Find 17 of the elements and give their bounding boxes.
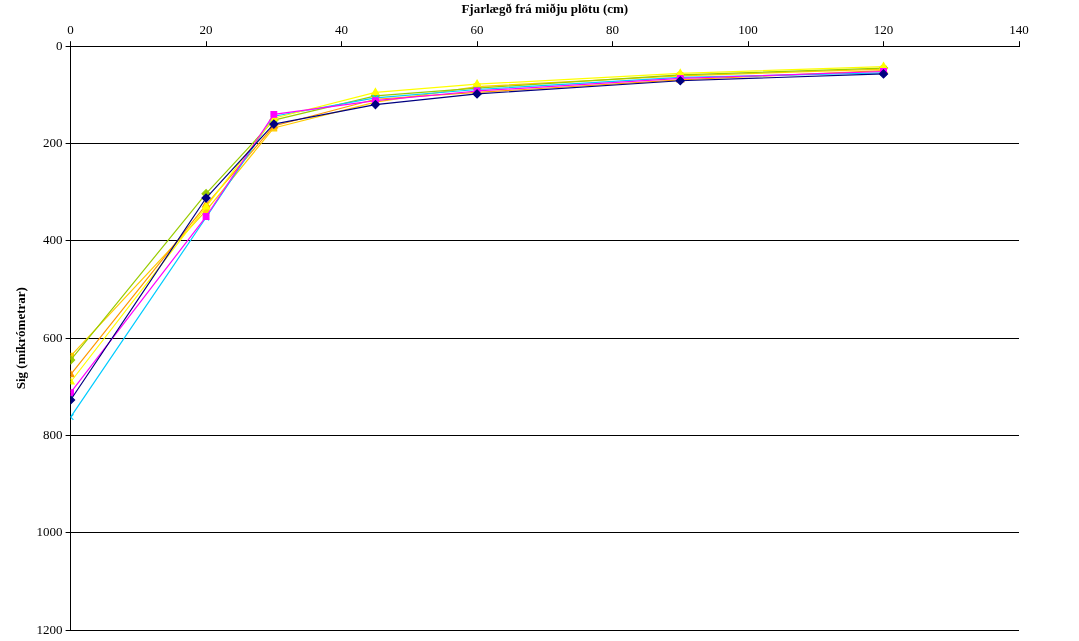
x-axis-title: Fjarlægð frá miðju plötu (cm) <box>461 1 629 17</box>
y-tick-label: 0 <box>56 37 63 53</box>
x-tick-label: 140 <box>1009 21 1029 37</box>
y-tick-label: 400 <box>43 232 63 248</box>
y-tick-label: 600 <box>43 329 63 345</box>
x-tick-label: 0 <box>67 21 74 37</box>
x-tick-label: 80 <box>606 21 620 37</box>
y-tick-label: 200 <box>43 134 63 150</box>
x-tick-label: 60 <box>470 21 484 37</box>
x-tick-label: 100 <box>738 21 758 37</box>
y-axis-title: Sig (míkrómetrar) <box>13 287 29 390</box>
y-tick-label: 800 <box>43 426 63 442</box>
x-tick-label: 20 <box>199 21 213 37</box>
x-tick-label: 120 <box>873 21 894 37</box>
y-tick-label: 1000 <box>36 524 63 540</box>
x-tick-label: 40 <box>335 21 349 37</box>
y-tick-label: 1200 <box>36 621 63 637</box>
